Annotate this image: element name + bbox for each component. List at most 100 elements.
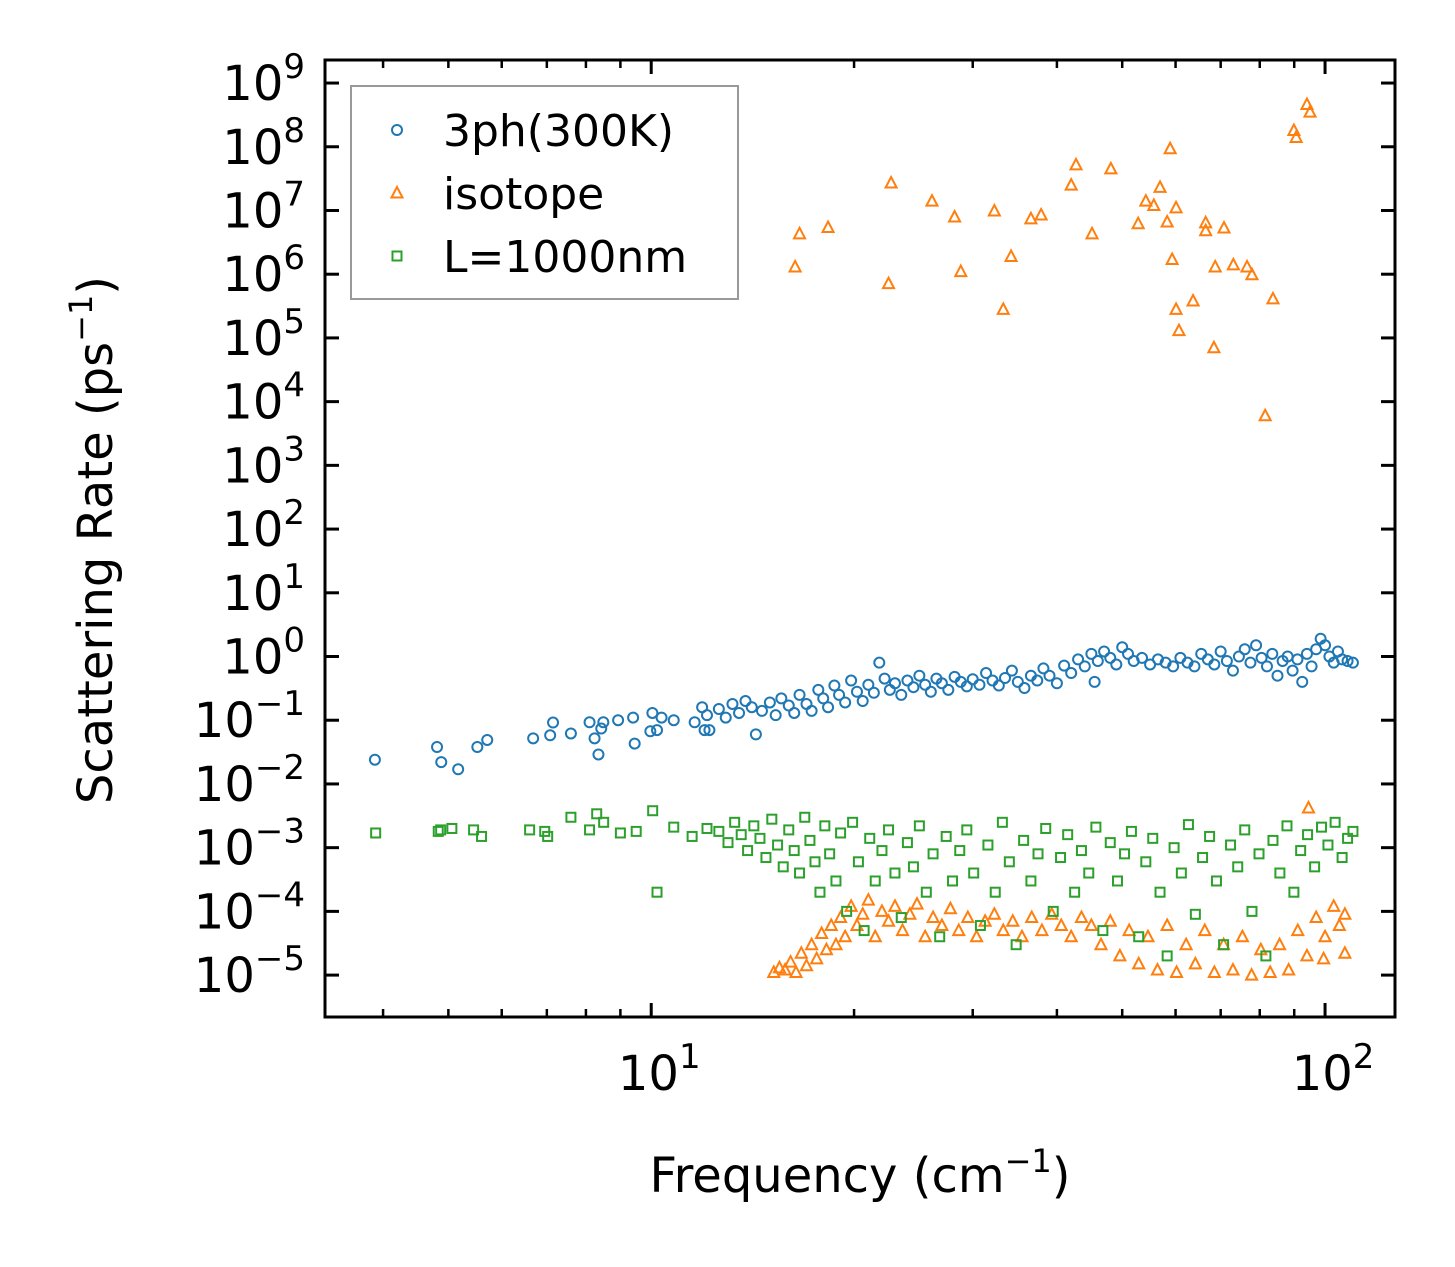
data-point xyxy=(858,925,870,937)
data-point xyxy=(783,953,798,968)
data-point xyxy=(1151,653,1164,666)
data-point xyxy=(812,683,825,696)
data-point xyxy=(1220,655,1233,668)
data-point xyxy=(1054,917,1069,932)
data-point xyxy=(1103,913,1118,927)
data-point xyxy=(1214,645,1227,658)
data-point xyxy=(788,706,801,719)
data-point xyxy=(1308,909,1324,924)
data-point xyxy=(1218,939,1230,951)
data-point xyxy=(1347,825,1359,837)
data-point xyxy=(1005,913,1020,927)
data-point xyxy=(794,867,806,879)
data-point xyxy=(862,678,875,691)
data-point xyxy=(1263,964,1278,978)
data-point xyxy=(799,957,814,972)
data-point xyxy=(628,737,641,750)
data-point xyxy=(783,824,795,836)
data-point xyxy=(370,827,382,839)
data-point xyxy=(772,959,787,974)
data-point xyxy=(924,193,940,207)
data-point xyxy=(1090,821,1102,833)
data-point xyxy=(804,834,816,846)
data-point xyxy=(1337,906,1353,920)
y-tick-label: 104 xyxy=(222,366,305,431)
data-point xyxy=(769,709,782,722)
data-point xyxy=(1239,824,1251,836)
data-point xyxy=(1014,928,1030,943)
data-point xyxy=(1033,206,1049,221)
data-point xyxy=(763,696,776,709)
data-point xyxy=(749,728,762,741)
data-point xyxy=(1225,839,1237,851)
legend-label: L=1000nm xyxy=(443,232,687,283)
y-tick-label: 10−2 xyxy=(194,748,305,813)
y-tick-label: 10−4 xyxy=(194,875,305,940)
data-point xyxy=(1018,682,1031,695)
data-point xyxy=(794,945,809,959)
data-point xyxy=(943,900,958,915)
plot-frame xyxy=(323,58,1397,1019)
data-point xyxy=(1150,961,1165,976)
data-point xyxy=(1140,928,1156,943)
y-tick-label: 103 xyxy=(222,429,305,494)
data-point xyxy=(627,711,640,724)
data-point xyxy=(973,678,986,691)
data-point xyxy=(1290,922,1305,937)
data-point xyxy=(1103,160,1119,175)
data-point xyxy=(1147,832,1159,844)
data-point xyxy=(1281,820,1293,832)
data-point xyxy=(1274,867,1286,879)
data-point xyxy=(1047,905,1059,917)
data-point xyxy=(584,824,596,836)
data-point xyxy=(1154,886,1166,898)
data-point xyxy=(814,886,826,898)
data-point xyxy=(1078,660,1091,673)
data-point xyxy=(542,830,554,842)
data-point xyxy=(935,677,948,690)
data-point xyxy=(1133,931,1145,943)
data-point xyxy=(824,848,836,860)
data-point xyxy=(1266,647,1279,660)
data-point xyxy=(1346,656,1359,669)
data-point xyxy=(1011,675,1024,688)
data-point xyxy=(927,848,939,860)
data-point xyxy=(1083,867,1095,879)
data-point xyxy=(849,917,865,932)
data-point xyxy=(961,824,973,836)
data-point xyxy=(814,925,829,939)
data-point xyxy=(1226,256,1241,271)
data-point xyxy=(1104,837,1116,849)
data-point xyxy=(755,704,768,717)
data-point xyxy=(804,936,819,951)
data-point xyxy=(889,867,901,879)
data-point xyxy=(820,219,836,234)
data-point xyxy=(883,174,899,189)
data-point xyxy=(712,703,725,716)
data-point xyxy=(828,679,841,692)
data-point xyxy=(861,892,876,906)
x-tick-label: 101 xyxy=(618,1037,701,1102)
data-point xyxy=(1084,917,1099,932)
data-point xyxy=(1208,258,1223,273)
legend-label: 3ph(300K) xyxy=(443,106,674,157)
data-point xyxy=(792,225,807,240)
data-point xyxy=(1084,225,1100,240)
data-point xyxy=(980,667,993,680)
data-point xyxy=(1316,950,1331,965)
data-point xyxy=(651,886,663,898)
data-point xyxy=(1068,156,1084,171)
data-point xyxy=(1260,660,1273,673)
data-point xyxy=(881,275,896,290)
data-point xyxy=(907,861,919,873)
data-point xyxy=(1121,922,1137,937)
data-point xyxy=(1168,301,1184,315)
series-1 xyxy=(766,96,1353,981)
data-point xyxy=(966,673,979,686)
data-point xyxy=(1034,922,1050,937)
data-point xyxy=(942,683,955,696)
data-point xyxy=(471,741,484,754)
data-point xyxy=(1301,799,1316,814)
data-point xyxy=(868,928,883,943)
